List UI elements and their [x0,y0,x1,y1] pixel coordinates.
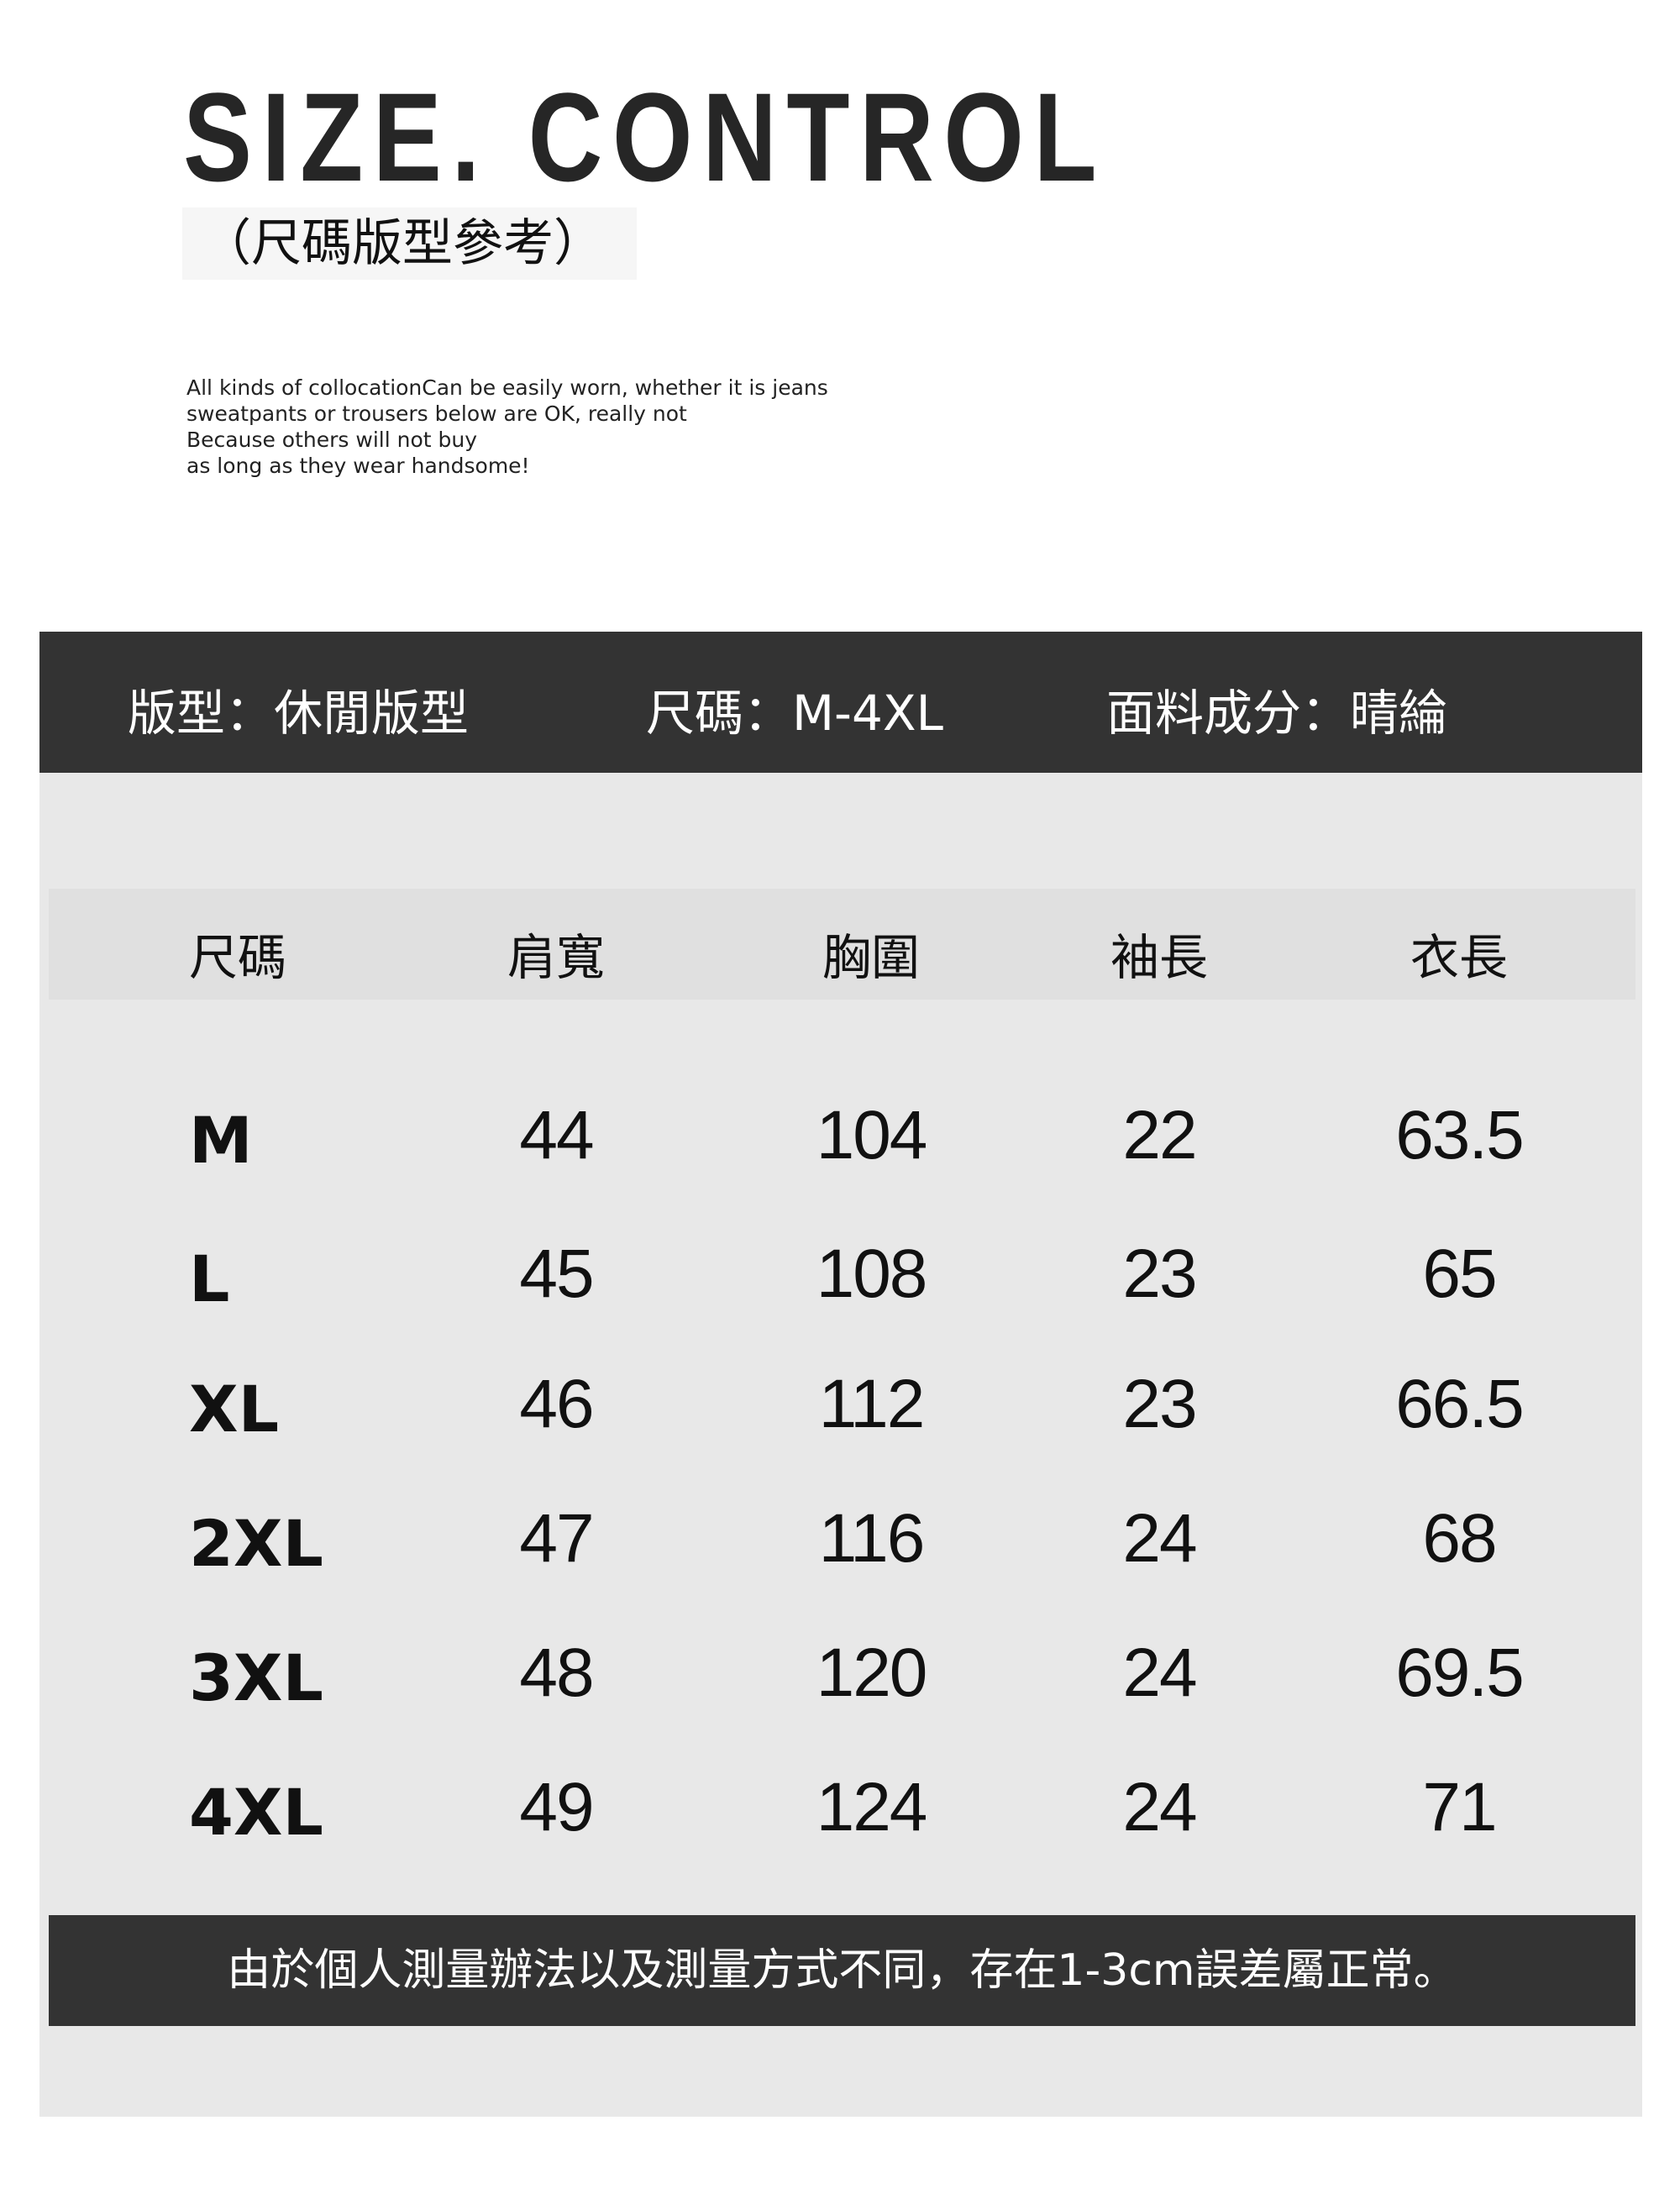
column-header: 肩寬 [507,929,606,986]
size-label: 3XL [189,1640,323,1715]
description-line: All kinds of collocationCan be easily wo… [186,375,828,400]
column-header: 胸圍 [822,929,921,986]
table-cell: 23 [1122,1236,1197,1312]
table-cell: 44 [519,1097,594,1173]
page-title: SIZE. CONTROL [183,66,1107,207]
table-cell: 49 [519,1769,594,1845]
table-cell: 63.5 [1395,1097,1525,1173]
table-cell: 104 [816,1097,928,1173]
description: All kinds of collocationCan be easily wo… [186,375,828,479]
description-line: Because others will not buy [186,428,477,452]
table-cell: 116 [818,1500,926,1577]
fit-info: 版型：休閒版型 [128,685,470,742]
size-label: L [189,1241,230,1316]
table-cell: 24 [1122,1500,1197,1577]
table-cell: 71 [1422,1769,1497,1845]
size-label: 4XL [189,1775,323,1850]
table-cell: 45 [519,1236,594,1312]
size-label: 2XL [189,1506,323,1581]
page-subtitle: （尺碼版型參考） [182,207,637,280]
size-range-info: 尺碼：M-4XL [646,685,943,742]
table-cell: 65 [1422,1236,1497,1312]
table-cell: 108 [816,1236,928,1312]
table-cell: 120 [816,1635,928,1711]
table-cell: 46 [519,1366,594,1442]
footer-note: 由於個人測量辦法以及測量方式不同，存在1-3cm誤差屬正常。 [49,1915,1635,2026]
fabric-info: 面料成分：晴綸 [1106,685,1448,742]
table-cell: 69.5 [1395,1635,1525,1711]
table-cell: 23 [1122,1366,1197,1442]
table-cell: 47 [519,1500,594,1577]
description-line: sweatpants or trousers below are OK, rea… [186,402,687,426]
info-band: 版型：休閒版型 尺碼：M-4XL 面料成分：晴綸 [39,632,1642,773]
column-header: 尺碼 [188,929,287,986]
table-header-row [49,889,1635,1000]
column-header: 袖長 [1110,929,1209,986]
table-cell: 68 [1422,1500,1497,1577]
description-line: as long as they wear handsome! [186,454,530,478]
table-cell: 22 [1122,1097,1197,1173]
table-cell: 48 [519,1635,594,1711]
size-label: XL [189,1372,280,1446]
table-cell: 24 [1122,1635,1197,1711]
table-cell: 66.5 [1395,1366,1525,1442]
table-cell: 124 [816,1769,928,1845]
table-cell: 112 [818,1366,926,1442]
size-label: M [189,1103,253,1178]
column-header: 衣長 [1410,929,1509,986]
table-cell: 24 [1122,1769,1197,1845]
